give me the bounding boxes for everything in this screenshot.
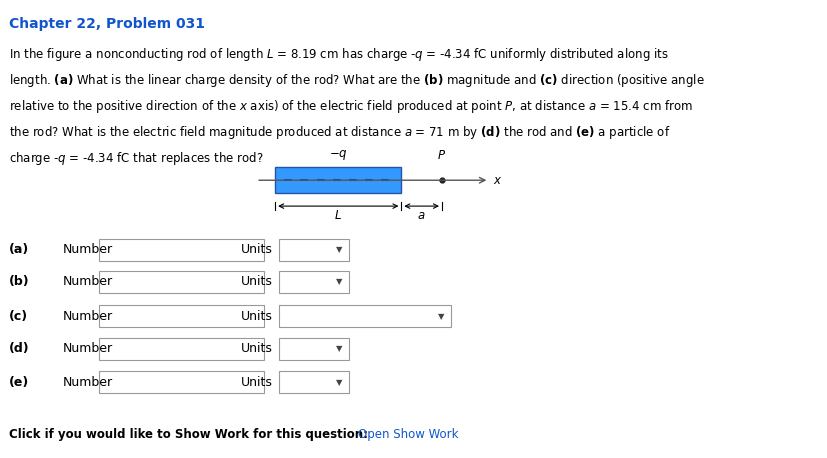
Text: Chapter 22, Problem 031: Chapter 22, Problem 031 (9, 17, 205, 32)
Text: ▼: ▼ (337, 344, 342, 354)
Bar (99, 371, 264, 393)
Bar (279, 338, 349, 360)
Text: length. $\mathbf{(a)}$ What is the linear charge density of the rod? What are th: length. $\mathbf{(a)}$ What is the linea… (9, 72, 705, 89)
Bar (279, 271, 349, 293)
Text: (e): (e) (9, 376, 30, 389)
Text: Number: Number (63, 376, 112, 389)
Bar (99, 338, 264, 360)
Text: Number: Number (63, 343, 112, 355)
Text: Units: Units (241, 310, 273, 322)
Text: (c): (c) (9, 310, 28, 322)
Text: Units: Units (241, 275, 273, 288)
Text: Units: Units (241, 343, 273, 355)
Text: Units: Units (241, 376, 273, 389)
Text: ▼: ▼ (337, 277, 342, 286)
Text: Number: Number (63, 243, 112, 256)
Text: (d): (d) (9, 343, 30, 355)
Text: Open Show Work: Open Show Work (358, 428, 458, 441)
Text: ▼: ▼ (437, 311, 444, 321)
Text: (b): (b) (9, 275, 30, 288)
Text: ▼: ▼ (337, 378, 342, 387)
Text: In the figure a nonconducting rod of length $L$ = 8.19 cm has charge -$q$ = -4.3: In the figure a nonconducting rod of len… (9, 46, 669, 63)
Text: $L$: $L$ (334, 209, 342, 222)
Bar (99, 305, 264, 327)
Text: Units: Units (241, 243, 273, 256)
Bar (99, 271, 264, 293)
Text: (a): (a) (9, 243, 30, 256)
Text: ▼: ▼ (337, 245, 342, 254)
Text: the rod? What is the electric field magnitude produced at distance $a$ = 71 m by: the rod? What is the electric field magn… (9, 124, 671, 141)
Bar (279, 371, 349, 393)
Text: charge -$q$ = -4.34 fC that replaces the rod?: charge -$q$ = -4.34 fC that replaces the… (9, 150, 264, 167)
Text: $P$: $P$ (437, 149, 447, 162)
Bar (275, 167, 401, 193)
Bar (99, 239, 264, 261)
Text: $a$: $a$ (418, 209, 426, 222)
Text: Click if you would like to Show Work for this question:: Click if you would like to Show Work for… (9, 428, 368, 441)
Text: $x$: $x$ (493, 174, 503, 187)
Bar (279, 305, 451, 327)
Text: relative to the positive direction of the $x$ axis) of the electric field produc: relative to the positive direction of th… (9, 98, 693, 115)
Text: Number: Number (63, 310, 112, 322)
Bar (279, 239, 349, 261)
Text: $-q$: $-q$ (329, 147, 347, 162)
Text: Number: Number (63, 275, 112, 288)
